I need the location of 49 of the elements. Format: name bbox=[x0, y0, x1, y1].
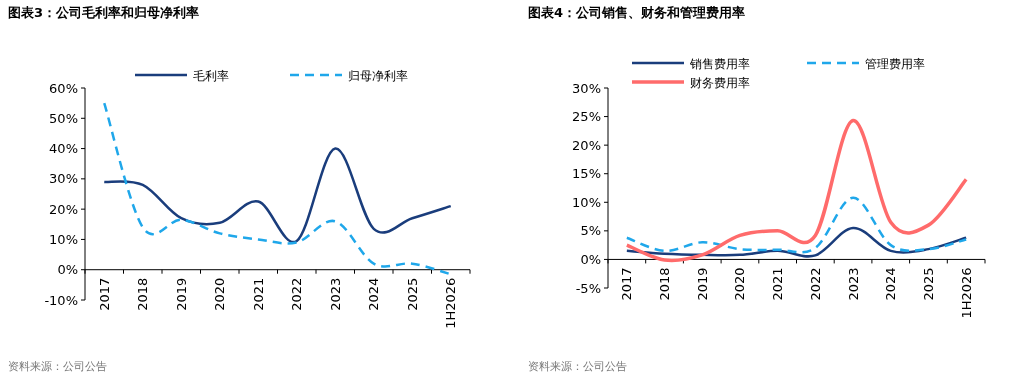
x-tick-label: 2020 bbox=[732, 267, 748, 301]
y-tick-label: 25% bbox=[572, 109, 601, 125]
x-tick-label: 1H2026 bbox=[443, 277, 459, 329]
y-tick-label: 50% bbox=[49, 110, 78, 126]
x-tick-label: 2024 bbox=[366, 277, 382, 311]
x-tick-label: 2022 bbox=[289, 277, 305, 311]
chart-title: 图表4：公司销售、财务和管理费用率 bbox=[528, 5, 746, 20]
x-tick-label: 2023 bbox=[845, 267, 861, 301]
legend-label: 归母净利率 bbox=[348, 68, 408, 83]
legend-label: 管理费用率 bbox=[865, 56, 925, 71]
y-tick-label: 0% bbox=[580, 251, 601, 267]
y-tick-label: -5% bbox=[575, 280, 601, 296]
x-tick-label: 2025 bbox=[404, 277, 420, 311]
x-tick-label: 2020 bbox=[212, 277, 228, 311]
y-tick-label: 5% bbox=[580, 223, 601, 239]
x-tick-label: 2024 bbox=[883, 267, 899, 301]
line-series bbox=[103, 101, 452, 276]
x-tick-label: 2023 bbox=[327, 277, 343, 311]
y-tick-label: -10% bbox=[44, 292, 78, 308]
y-tick-label: 20% bbox=[572, 137, 601, 153]
x-tick-label: 2017 bbox=[96, 277, 112, 311]
y-tick-label: 20% bbox=[49, 201, 78, 217]
y-tick-label: 40% bbox=[49, 141, 78, 157]
text: 资料来源：公司公告 bbox=[8, 360, 107, 373]
x-tick-label: 2018 bbox=[657, 267, 673, 301]
y-tick-label: 15% bbox=[572, 166, 601, 182]
y-tick-label: 10% bbox=[572, 194, 601, 210]
y-tick-label: 10% bbox=[49, 231, 78, 247]
legend-label: 财务费用率 bbox=[690, 75, 750, 90]
x-tick-label: 2022 bbox=[807, 267, 823, 301]
x-tick-label: 1H2026 bbox=[958, 267, 974, 319]
x-tick-label: 2021 bbox=[250, 277, 266, 311]
y-tick-label: 0% bbox=[57, 262, 78, 278]
x-tick-label: 2019 bbox=[173, 277, 189, 311]
text: 资料来源：公司公告 bbox=[528, 360, 627, 373]
line-series bbox=[103, 147, 452, 244]
line-series bbox=[625, 118, 968, 263]
x-tick-label: 2017 bbox=[619, 267, 635, 301]
x-tick-label: 2025 bbox=[920, 267, 936, 301]
y-tick-label: 30% bbox=[49, 171, 78, 187]
line-series bbox=[625, 196, 968, 254]
x-tick-label: 2018 bbox=[135, 277, 151, 311]
x-tick-label: 2019 bbox=[694, 267, 710, 301]
x-tick-label: 2021 bbox=[770, 267, 786, 301]
legend-label: 毛利率 bbox=[193, 68, 229, 83]
y-tick-label: 60% bbox=[49, 80, 78, 96]
legend-label: 销售费用率 bbox=[689, 56, 750, 71]
y-tick-label: 30% bbox=[572, 80, 601, 96]
chart-title: 图表3：公司毛利率和归母净利率 bbox=[8, 5, 200, 20]
